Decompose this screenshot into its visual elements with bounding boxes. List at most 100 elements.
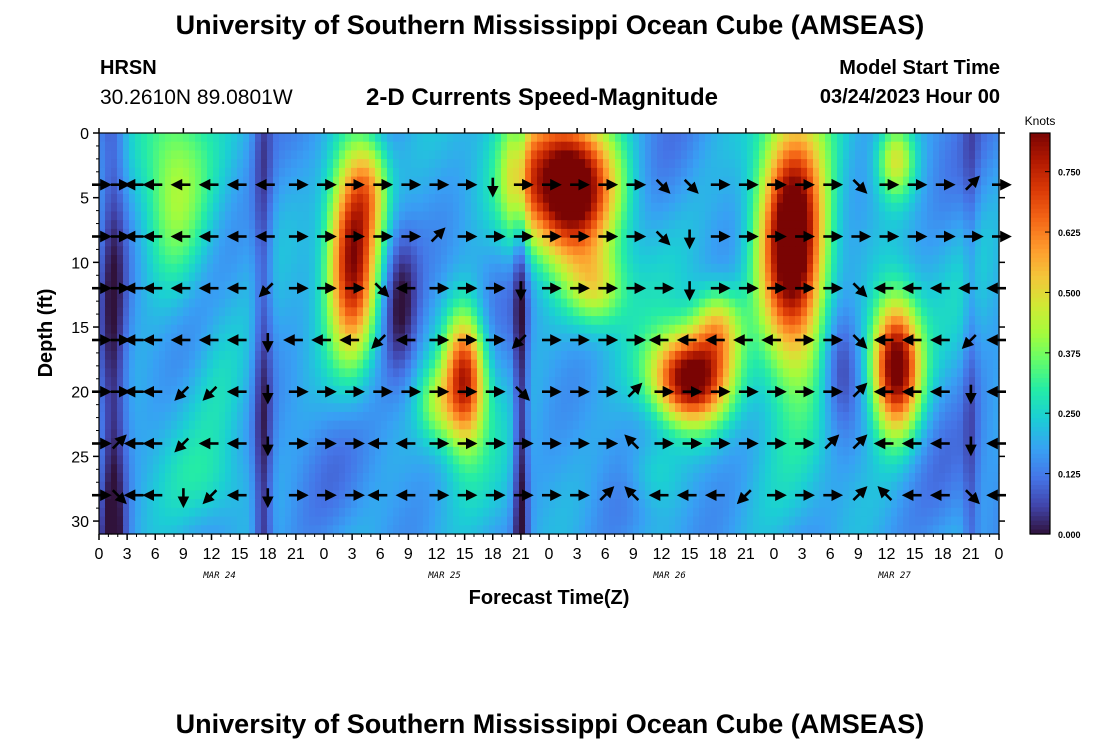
heat-cell <box>897 298 904 308</box>
heat-cell <box>543 324 550 335</box>
heat-cell <box>429 211 436 221</box>
heat-cell <box>531 228 538 239</box>
heat-cell <box>357 167 364 178</box>
heat-cell <box>273 228 280 239</box>
heat-cell <box>747 237 754 247</box>
heat-cell <box>219 342 226 352</box>
heat-cell <box>861 272 868 282</box>
heat-cell <box>159 263 166 274</box>
heat-cell <box>141 411 148 422</box>
heat-cell <box>795 394 802 404</box>
heat-cell <box>819 316 826 326</box>
heat-cell <box>693 298 700 308</box>
heat-cell <box>351 394 358 404</box>
heat-cell <box>255 359 262 369</box>
heat-cell <box>765 220 772 230</box>
heat-cell <box>171 289 178 300</box>
heat-cell <box>705 202 712 213</box>
heat-cell <box>663 324 670 335</box>
heat-cell <box>819 133 826 143</box>
heat-cell <box>921 150 928 160</box>
heat-cell <box>183 324 190 335</box>
heat-cell <box>627 246 634 256</box>
heat-cell <box>255 141 262 152</box>
heat-cell <box>447 211 454 221</box>
heat-cell <box>819 324 826 335</box>
heat-cell <box>591 141 598 152</box>
heat-cell <box>303 167 310 178</box>
heat-cell <box>597 159 604 169</box>
heat-cell <box>189 237 196 247</box>
heat-cell <box>471 176 478 186</box>
heat-cell <box>795 211 802 221</box>
heat-cell <box>567 237 574 247</box>
heat-cell <box>987 394 994 404</box>
heat-cell <box>489 246 496 256</box>
heat-cell <box>567 281 574 291</box>
heat-cell <box>405 194 412 204</box>
heat-cell <box>465 307 472 317</box>
heat-cell <box>423 298 430 308</box>
heat-cell <box>777 202 784 213</box>
heat-cell <box>213 272 220 282</box>
heat-cell <box>387 298 394 308</box>
heat-cell <box>519 307 526 317</box>
heat-cell <box>237 141 244 152</box>
heat-cell <box>813 185 820 195</box>
heat-cell <box>891 411 898 422</box>
heat-cell <box>129 377 136 387</box>
heat-cell <box>141 289 148 300</box>
heat-cell <box>501 228 508 239</box>
heat-cell <box>555 403 562 413</box>
heat-cell <box>825 228 832 239</box>
heat-cell <box>273 220 280 230</box>
heat-cell <box>861 202 868 213</box>
heat-cell <box>681 202 688 213</box>
heat-cell <box>501 333 508 343</box>
heat-cell <box>687 307 694 317</box>
heat-cell <box>567 255 574 265</box>
heat-cell <box>411 167 418 178</box>
heat-cell <box>309 228 316 239</box>
heat-cell <box>813 281 820 291</box>
heat-cell <box>633 324 640 335</box>
heat-cell <box>987 194 994 204</box>
heat-cell <box>879 255 886 265</box>
heat-cell <box>651 133 658 143</box>
heat-cell <box>489 307 496 317</box>
heat-cell <box>105 403 112 413</box>
heat-cell <box>765 316 772 326</box>
heat-cell <box>159 359 166 369</box>
heat-cell <box>939 150 946 160</box>
heat-cell <box>417 194 424 204</box>
heat-cell <box>129 263 136 274</box>
heat-cell <box>507 316 514 326</box>
heat-cell <box>831 167 838 178</box>
heat-cell <box>723 403 730 413</box>
heat-cell <box>465 324 472 335</box>
heat-cell <box>639 333 646 343</box>
heat-cell <box>531 272 538 282</box>
heat-cell <box>621 403 628 413</box>
heat-cell <box>693 377 700 387</box>
heat-cell <box>369 167 376 178</box>
heat-cell <box>573 281 580 291</box>
heat-cell <box>357 394 364 404</box>
heat-cell <box>429 220 436 230</box>
heat-cell <box>711 228 718 239</box>
heat-cell <box>549 194 556 204</box>
heat-cell <box>627 150 634 160</box>
heat-cell <box>411 237 418 247</box>
heat-cell <box>171 368 178 378</box>
heat-cell <box>573 228 580 239</box>
heat-cell <box>729 289 736 300</box>
heat-cell <box>225 377 232 387</box>
heat-cell <box>531 289 538 300</box>
heat-cell <box>513 167 520 178</box>
heat-cell <box>921 194 928 204</box>
heat-cell <box>423 141 430 152</box>
heat-cell <box>933 150 940 160</box>
heat-cell <box>459 359 466 369</box>
heat-cell <box>645 202 652 213</box>
heat-cell <box>897 246 904 256</box>
